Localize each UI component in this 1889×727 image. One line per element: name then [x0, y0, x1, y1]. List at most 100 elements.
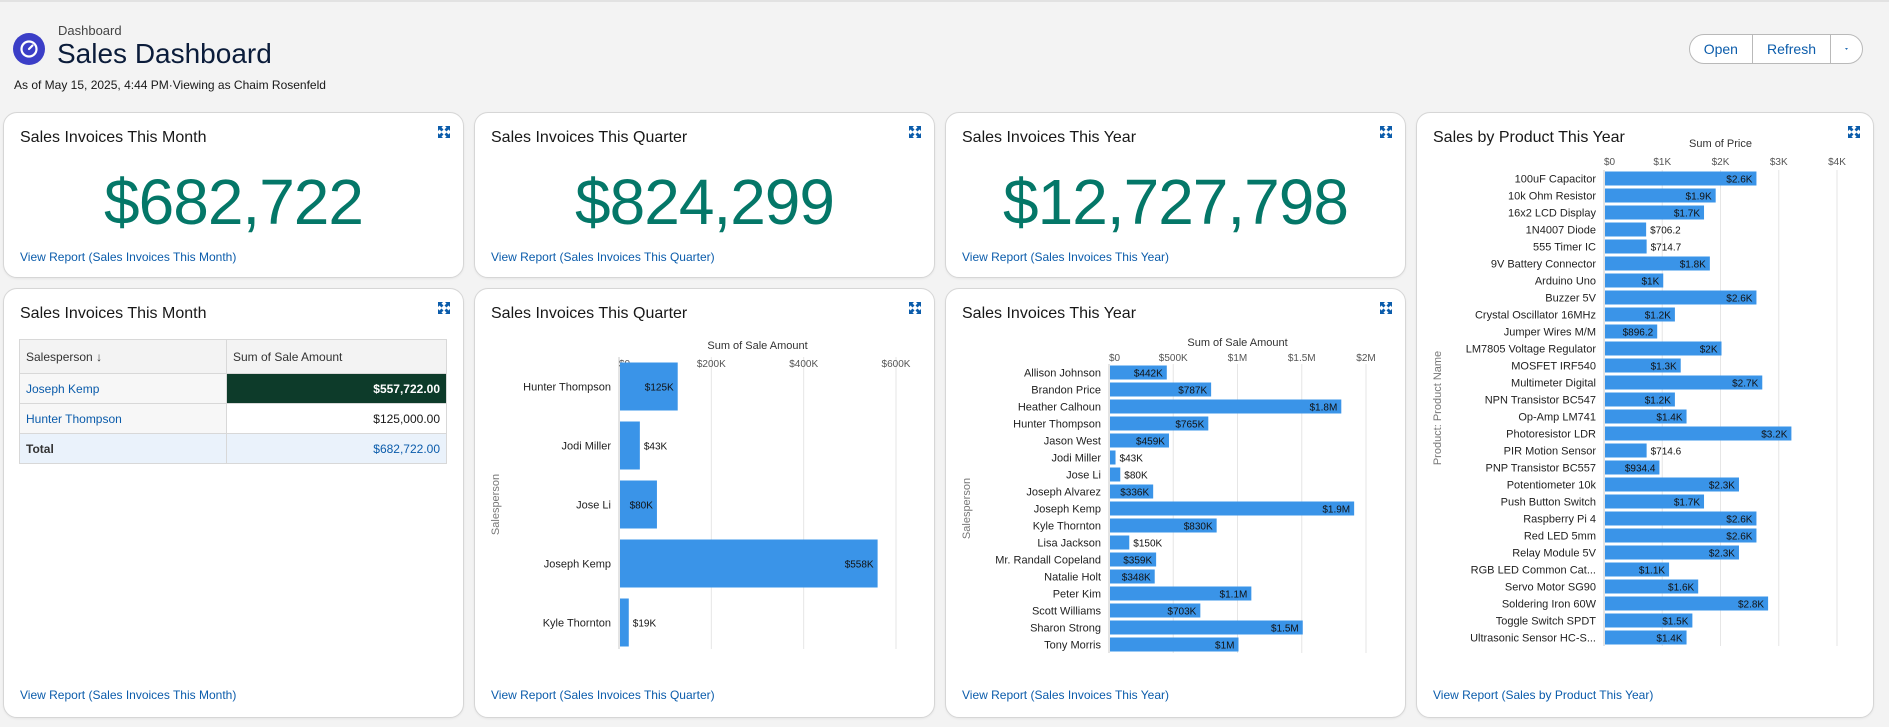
chart-category-label: Scott Williams — [1032, 606, 1102, 618]
expand-icon[interactable] — [908, 301, 922, 315]
chart-data-label: $1.5M — [1271, 624, 1299, 635]
chart-bar[interactable] — [1110, 535, 1130, 550]
view-report-link[interactable]: View Report (Sales by Product This Year) — [1433, 688, 1654, 702]
view-report-link[interactable]: View Report (Sales Invoices This Quarter… — [491, 250, 715, 264]
chart-bar[interactable] — [1605, 426, 1792, 441]
chart-bar[interactable] — [1605, 358, 1681, 373]
expand-icon[interactable] — [1379, 301, 1393, 315]
chart-bar[interactable] — [1110, 450, 1116, 465]
chart-bar[interactable] — [1605, 256, 1710, 271]
view-report-link[interactable]: View Report (Sales Invoices This Month) — [20, 688, 237, 702]
chart-bar[interactable] — [1605, 307, 1675, 322]
expand-icon[interactable] — [1847, 125, 1861, 139]
chart-data-label: $1.9M — [1322, 505, 1350, 516]
chart-bar[interactable] — [1110, 365, 1167, 380]
chart-bar[interactable] — [1605, 222, 1647, 237]
card-title: Sales Invoices This Month — [20, 129, 207, 146]
view-report-link[interactable]: View Report (Sales Invoices This Quarter… — [491, 688, 715, 702]
chart-data-label: $348K — [1122, 573, 1151, 584]
breadcrumb[interactable]: Dashboard — [58, 23, 122, 38]
chart-tick-label: $2K — [1712, 157, 1730, 168]
chart-bar[interactable] — [1605, 409, 1687, 424]
expand-icon[interactable] — [437, 301, 451, 315]
chart-bar[interactable] — [620, 598, 629, 647]
dashboard-gauge-icon — [13, 33, 45, 65]
view-report-link[interactable]: View Report (Sales Invoices This Month) — [20, 250, 237, 264]
page-title: Sales Dashboard — [57, 38, 272, 69]
chart-bar[interactable] — [1110, 586, 1252, 601]
salesperson-cell[interactable]: Hunter Thompson — [19, 403, 227, 434]
chart-bar[interactable] — [620, 539, 878, 588]
chart-category-label: Natalie Holt — [1044, 572, 1101, 584]
chart-bar[interactable] — [1605, 562, 1670, 577]
sort-down-icon: ↓ — [96, 349, 103, 364]
chart-data-label: $1.1K — [1639, 566, 1665, 577]
chart-bar[interactable] — [1605, 443, 1647, 458]
chart-bar[interactable] — [620, 480, 657, 529]
refresh-button[interactable]: Refresh — [1753, 35, 1831, 63]
chart-bar[interactable] — [1110, 501, 1355, 516]
chart-bar[interactable] — [1110, 484, 1154, 499]
chart-bar[interactable] — [1605, 375, 1763, 390]
chart-category-label: Multimeter Digital — [1511, 378, 1596, 390]
expand-icon[interactable] — [1379, 125, 1393, 139]
chart-data-label: $1.8M — [1310, 403, 1338, 414]
chart-bar[interactable] — [1110, 433, 1169, 448]
more-actions-button[interactable] — [1831, 35, 1862, 63]
view-report-link[interactable]: View Report (Sales Invoices This Year) — [962, 688, 1169, 702]
chart-bar[interactable] — [1110, 518, 1217, 533]
chart-category-label: Servo Motor SG90 — [1505, 582, 1596, 594]
chart-bar[interactable] — [1110, 382, 1212, 397]
chart-bar[interactable] — [1110, 637, 1239, 652]
chart-bar[interactable] — [1605, 630, 1687, 645]
chart-bar[interactable] — [1605, 239, 1647, 254]
chart-bar[interactable] — [1605, 596, 1769, 611]
chart-bar[interactable] — [1605, 460, 1660, 475]
chart-data-label: $1.8K — [1680, 260, 1706, 271]
chart-bar[interactable] — [1605, 341, 1722, 356]
expand-icon[interactable] — [437, 125, 451, 139]
chart-bar[interactable] — [1605, 545, 1739, 560]
chart-bar[interactable] — [1605, 579, 1699, 594]
chart-bar[interactable] — [1605, 188, 1716, 203]
salesperson-cell[interactable]: Joseph Kemp — [19, 373, 227, 404]
chart-category-label: Brandon Price — [1031, 385, 1101, 397]
chart-data-label: $1.6K — [1668, 583, 1694, 594]
chart-bar[interactable] — [1110, 416, 1209, 431]
chart-data-label: $43K — [644, 442, 668, 453]
chart-bar[interactable] — [1605, 613, 1693, 628]
chart-axis-title: Sum of Sale Amount — [707, 340, 807, 352]
chart-bar[interactable] — [1605, 324, 1658, 339]
column-header-amount[interactable]: Sum of Sale Amount — [226, 339, 447, 374]
chart-category-label: 1N4007 Diode — [1526, 225, 1596, 237]
chart-data-label: $558K — [845, 560, 874, 571]
chart-category-label: Jodi Miller — [1051, 453, 1101, 465]
chart-bar[interactable] — [1605, 205, 1705, 220]
chart-bar[interactable] — [1605, 171, 1757, 186]
chart-bar[interactable] — [620, 421, 640, 470]
chart-bar[interactable] — [1110, 569, 1155, 584]
chart-bar[interactable] — [1605, 392, 1675, 407]
chart-bar[interactable] — [1110, 603, 1201, 618]
chart-data-label: $703K — [1167, 607, 1196, 618]
chart-bar[interactable] — [1110, 552, 1157, 567]
expand-icon[interactable] — [908, 125, 922, 139]
chart-bar[interactable] — [1605, 528, 1757, 543]
chart-bar[interactable] — [1605, 290, 1757, 305]
chart-bar[interactable] — [1605, 511, 1757, 526]
view-report-link[interactable]: View Report (Sales Invoices This Year) — [962, 250, 1169, 264]
chart-bar[interactable] — [1605, 477, 1739, 492]
chart-bar[interactable] — [1110, 399, 1342, 414]
chart-bar[interactable] — [1605, 494, 1705, 509]
chart-data-label: $765K — [1175, 420, 1204, 431]
chart-data-label: $2.3K — [1709, 481, 1735, 492]
action-button-group: Open Refresh — [1688, 34, 1863, 64]
chart-category-label: Op-Amp LM741 — [1518, 412, 1596, 424]
chart-bar[interactable] — [620, 362, 678, 411]
chart-bar[interactable] — [1605, 273, 1664, 288]
chart-data-label: $787K — [1178, 386, 1207, 397]
open-button[interactable]: Open — [1690, 35, 1753, 63]
chart-bar[interactable] — [1110, 467, 1121, 482]
chart-bar[interactable] — [1110, 620, 1303, 635]
column-header-salesperson[interactable]: Salesperson ↓ — [19, 339, 227, 374]
